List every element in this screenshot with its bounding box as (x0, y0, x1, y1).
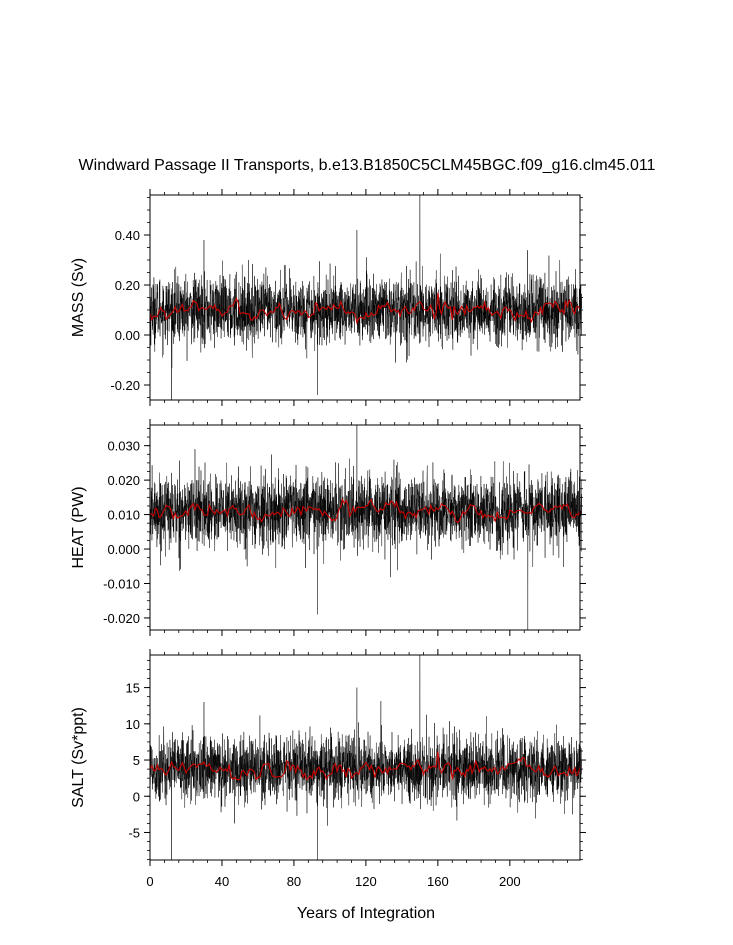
salt-ytick-label: 0 (133, 789, 140, 804)
heat-ytick-label: 0.020 (107, 473, 140, 488)
heat-ytick-label: -0.020 (103, 611, 140, 626)
mass-ytick-label: -0.20 (110, 378, 140, 393)
salt-ytick-label: 5 (133, 753, 140, 768)
mass-panel: -0.20 0.00 0.20 0.40 MASS (Sv) (70, 189, 586, 406)
xtick-label: 160 (427, 874, 449, 889)
mass-ytick-label: 0.40 (115, 228, 140, 243)
x-axis-label: Years of Integration (297, 905, 435, 922)
heat-ytick-label: 0.030 (107, 439, 140, 454)
heat-smoothed-series-line (149, 497, 581, 524)
heat-raw-series-line (149, 424, 582, 631)
salt-ytick-label: 15 (126, 681, 140, 696)
xtick-label: 0 (146, 874, 153, 889)
salt-ytick-label: 10 (126, 717, 140, 732)
xtick-label: 120 (355, 874, 377, 889)
heat-ytick-label: 0.000 (107, 542, 140, 557)
mass-ytick-label: 0.20 (115, 278, 140, 293)
mass-raw-series-line (149, 194, 582, 401)
heat-panel: -0.020 -0.010 0.000 0.010 0.020 0.030 HEAT (PW… (70, 419, 586, 636)
xtick-label: 40 (215, 874, 229, 889)
salt-raw-series-line (149, 654, 582, 861)
xtick-label: 80 (287, 874, 301, 889)
salt-smoothed-series-line (149, 751, 581, 781)
mass-smoothed-series-line (149, 292, 581, 325)
heat-ytick-label: -0.010 (103, 576, 140, 591)
heat-plot-frame (149, 424, 581, 631)
mass-ytick-label: 0.00 (115, 328, 140, 343)
salt-y-axis-label: SALT (Sv*ppt) (70, 707, 87, 808)
heat-y-axis-label: HEAT (PW) (70, 486, 87, 568)
chart-title: Windward Passage II Transports, b.e13.B1… (79, 157, 656, 174)
salt-panel: -5 0 5 10 15 0 40 80 120 160 200 SALT (Sv*ppt) (70, 649, 586, 889)
mass-y-axis-label: MASS (Sv) (70, 258, 87, 337)
salt-plot-frame (149, 654, 581, 861)
heat-ytick-label: 0.010 (107, 508, 140, 523)
salt-ytick-label: -5 (128, 825, 140, 840)
xtick-label: 200 (499, 874, 521, 889)
